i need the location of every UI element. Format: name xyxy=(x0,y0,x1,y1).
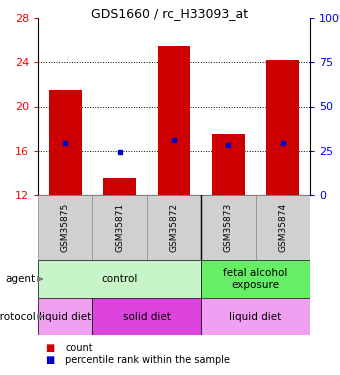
Text: fetal alcohol
exposure: fetal alcohol exposure xyxy=(223,268,288,290)
Text: control: control xyxy=(101,274,138,284)
Text: GSM35871: GSM35871 xyxy=(115,203,124,252)
Bar xyxy=(38,195,92,260)
Text: solid diet: solid diet xyxy=(123,312,171,321)
Text: GSM35875: GSM35875 xyxy=(61,203,70,252)
Bar xyxy=(212,134,245,195)
Bar xyxy=(201,298,310,335)
Text: liquid diet: liquid diet xyxy=(39,312,91,321)
Bar xyxy=(201,260,310,298)
Text: GSM35872: GSM35872 xyxy=(170,203,178,252)
Bar xyxy=(38,260,201,298)
Bar xyxy=(38,298,92,335)
Text: GDS1660 / rc_H33093_at: GDS1660 / rc_H33093_at xyxy=(91,7,249,20)
Bar xyxy=(103,178,136,195)
Text: liquid diet: liquid diet xyxy=(230,312,282,321)
Bar xyxy=(92,298,201,335)
Text: ■: ■ xyxy=(45,355,54,365)
Bar xyxy=(49,90,82,195)
Text: protocol: protocol xyxy=(0,312,36,321)
Text: agent: agent xyxy=(6,274,36,284)
Bar xyxy=(267,60,299,195)
Bar xyxy=(158,46,190,195)
Bar xyxy=(147,195,201,260)
Text: count: count xyxy=(65,343,93,353)
Text: ■: ■ xyxy=(45,343,54,353)
Bar xyxy=(201,195,256,260)
Text: GSM35873: GSM35873 xyxy=(224,203,233,252)
Bar xyxy=(256,195,310,260)
Bar xyxy=(92,195,147,260)
Text: percentile rank within the sample: percentile rank within the sample xyxy=(65,355,230,365)
Text: GSM35874: GSM35874 xyxy=(278,203,287,252)
